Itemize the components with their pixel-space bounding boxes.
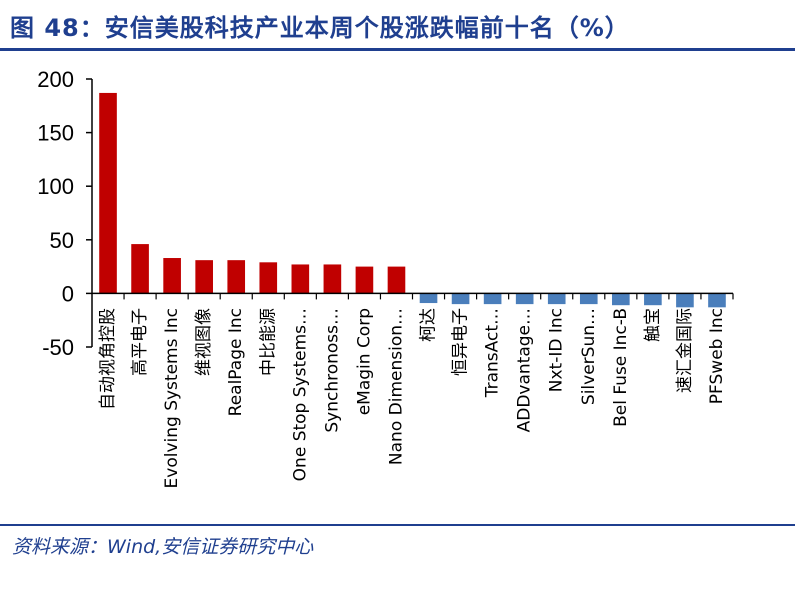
bar (451, 293, 470, 305)
bar (483, 293, 502, 305)
x-tick-label: One Stop Systems… (290, 308, 310, 481)
bar (163, 258, 181, 294)
bars-group (99, 92, 726, 308)
bar (708, 293, 726, 308)
bar-chart: 200 150 100 50 0 -50 自动视角控股 高平电子 Evolving Syste… (37, 67, 734, 488)
bar (355, 266, 374, 294)
x-tick-label: ADDvantage… (515, 308, 535, 432)
bar (323, 264, 342, 294)
bar (515, 293, 534, 305)
y-tick-label: 200 (37, 67, 74, 92)
x-tick-label: PFSweb Inc (707, 308, 727, 404)
y-tick-label: 0 (62, 281, 74, 306)
x-tick-label: TransAct… (483, 308, 503, 398)
source-rule (0, 524, 795, 526)
bar (644, 293, 662, 306)
x-tick-label: eMagin Corp (354, 308, 374, 415)
y-tick-label: 50 (50, 228, 74, 253)
x-tick-group: 自动视角控股 高平电子 Evolving Systems Inc 维视图像 RealPa… (98, 293, 734, 488)
x-tick-label: 中比能源 (258, 308, 278, 376)
bar (387, 266, 406, 294)
x-tick-label: Nxt-ID Inc (547, 308, 567, 392)
bar (131, 244, 149, 294)
bar (419, 293, 438, 304)
x-tick-label: Bel Fuse Inc-B (611, 308, 631, 427)
bar (579, 293, 598, 305)
x-tick-label: 触宝 (643, 308, 663, 342)
figure-title: 图 48：安信美股科技产业本周个股涨跌幅前十名（%） (10, 14, 630, 42)
title-rule (0, 48, 795, 51)
x-tick-label: 柯达 (419, 308, 439, 342)
bar (291, 264, 310, 294)
bar (612, 293, 630, 306)
x-tick-label: RealPage Inc (226, 308, 246, 416)
bar (259, 262, 278, 294)
y-tick-group: 200 150 100 50 0 -50 (37, 67, 92, 360)
y-tick-label: 100 (37, 174, 74, 199)
bar (547, 293, 566, 305)
source-note: 资料来源：Wind,安信证券研究中心 (12, 536, 314, 558)
bar (227, 260, 246, 294)
x-tick-label: Nano Dimension… (386, 308, 406, 465)
bar (676, 293, 694, 308)
x-tick-label: 维视图像 (194, 308, 214, 376)
x-tick-label: Synchronoss… (322, 308, 342, 433)
bar (195, 260, 213, 294)
x-tick-label: 恒异电子 (451, 308, 471, 376)
y-tick-label: 150 (37, 121, 74, 146)
bar (99, 92, 117, 294)
x-tick-label: 速汇金国际 (675, 308, 695, 393)
x-tick-label: 自动视角控股 (98, 308, 118, 410)
y-tick-label: -50 (42, 335, 74, 360)
x-tick-label: 高平电子 (130, 308, 150, 376)
x-tick-label: Evolving Systems Inc (162, 308, 182, 488)
x-tick-label: SilverSun… (579, 308, 599, 405)
